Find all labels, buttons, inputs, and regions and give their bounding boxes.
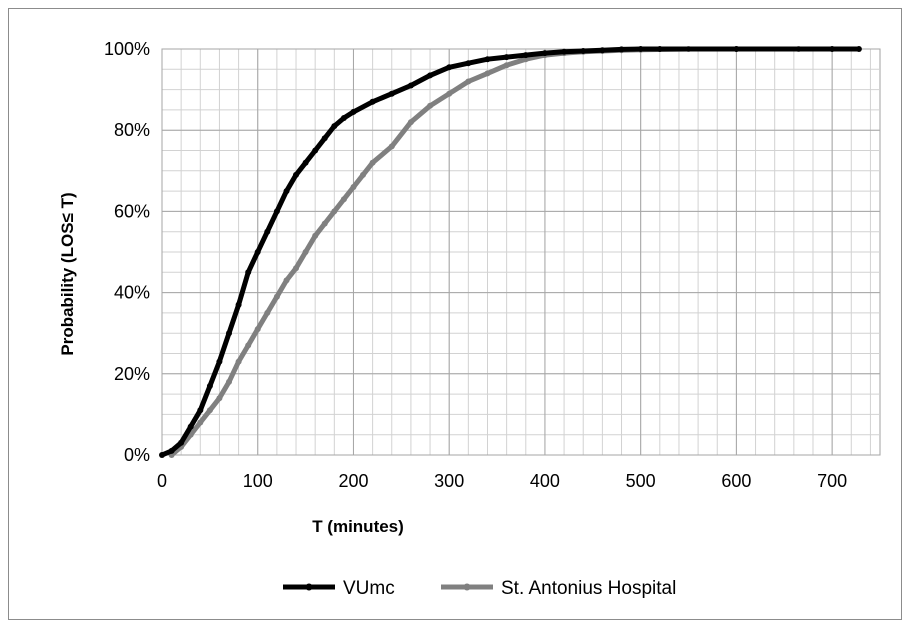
- data-point-st-antonius-hospital: [321, 220, 328, 227]
- chart-frame: 0% 20% 40% 60% 80% 100% 0 100 200 300 400 500 600 70…: [8, 8, 902, 620]
- y-tick-label: 40%: [114, 283, 150, 303]
- data-point-vumc: [302, 159, 309, 166]
- data-point-vumc: [388, 90, 395, 97]
- data-point-vumc: [293, 171, 299, 178]
- data-point-vumc: [407, 82, 414, 89]
- data-point-vumc: [503, 54, 510, 61]
- data-point-st-antonius-hospital: [226, 378, 232, 385]
- data-point-st-antonius-hospital: [235, 358, 242, 365]
- x-tick-label: 400: [530, 471, 560, 491]
- data-point-st-antonius-hospital: [484, 70, 491, 77]
- data-point-vumc: [254, 249, 261, 255]
- data-point-vumc: [522, 52, 529, 59]
- data-point-vumc: [187, 423, 194, 430]
- data-point-vumc: [216, 358, 223, 365]
- data-point-st-antonius-hospital: [350, 184, 357, 190]
- data-point-st-antonius-hospital: [312, 232, 319, 239]
- data-point-st-antonius-hospital: [340, 196, 347, 203]
- series-layer: [159, 46, 862, 458]
- legend-marker-vumc: [305, 583, 313, 591]
- data-point-st-antonius-hospital: [388, 143, 395, 150]
- data-point-st-antonius-hospital: [283, 277, 290, 284]
- y-tick-labels: 0% 20% 40% 60% 80% 100%: [104, 39, 150, 465]
- data-point-vumc: [178, 439, 185, 446]
- data-point-vumc: [541, 50, 548, 57]
- data-point-vumc: [283, 188, 290, 195]
- data-point-st-antonius-hospital: [264, 309, 271, 316]
- data-point-st-antonius-hospital: [465, 78, 472, 85]
- data-point-vumc: [561, 48, 568, 55]
- data-point-vumc: [159, 452, 165, 458]
- x-tick-label: 500: [626, 471, 656, 491]
- data-point-st-antonius-hospital: [446, 90, 453, 97]
- data-point-st-antonius-hospital: [369, 159, 376, 166]
- data-point-vumc: [321, 135, 328, 142]
- data-point-vumc: [369, 98, 376, 105]
- chart-svg: 0% 20% 40% 60% 80% 100% 0 100 200 300 400 500 600 70…: [58, 39, 881, 599]
- y-tick-label: 0%: [124, 445, 150, 465]
- data-point-vumc: [733, 46, 740, 52]
- data-point-vumc: [226, 330, 232, 337]
- series-line-vumc: [159, 46, 862, 458]
- data-point-vumc: [427, 72, 434, 79]
- data-point-vumc: [331, 123, 338, 130]
- data-point-vumc: [206, 383, 213, 389]
- data-point-vumc: [350, 108, 357, 115]
- data-point-vumc: [656, 46, 663, 52]
- data-point-vumc: [245, 269, 252, 276]
- data-point-vumc: [855, 46, 862, 52]
- data-point-vumc: [599, 47, 606, 54]
- x-tick-label: 600: [721, 471, 751, 491]
- legend-label-st-antonius-hospital: St. Antonius Hospital: [501, 578, 676, 599]
- data-point-st-antonius-hospital: [245, 342, 252, 349]
- data-point-st-antonius-hospital: [293, 265, 299, 272]
- legend: VUmc St. Antonius Hospital: [283, 578, 676, 599]
- y-tick-label: 60%: [114, 201, 150, 221]
- y-tick-label: 100%: [104, 39, 150, 59]
- data-point-vumc: [273, 208, 280, 215]
- data-point-st-antonius-hospital: [206, 407, 213, 414]
- data-point-st-antonius-hospital: [331, 208, 338, 215]
- x-tick-label: 700: [817, 471, 847, 491]
- data-point-vumc: [484, 56, 491, 63]
- data-point-st-antonius-hospital: [407, 119, 414, 126]
- y-tick-label: 20%: [114, 364, 150, 384]
- data-point-vumc: [580, 48, 587, 54]
- data-point-vumc: [168, 447, 175, 454]
- y-tick-label: 80%: [114, 120, 150, 140]
- data-point-vumc: [312, 147, 319, 154]
- data-point-vumc: [235, 301, 242, 308]
- data-point-st-antonius-hospital: [360, 171, 366, 178]
- data-point-vumc: [340, 115, 347, 121]
- legend-label-vumc: VUmc: [343, 578, 395, 599]
- data-point-st-antonius-hospital: [427, 102, 434, 109]
- data-point-vumc: [829, 46, 836, 52]
- data-point-vumc: [446, 64, 453, 71]
- data-point-st-antonius-hospital: [254, 326, 261, 333]
- data-point-st-antonius-hospital: [197, 419, 204, 426]
- x-tick-label: 0: [157, 471, 167, 491]
- data-point-st-antonius-hospital: [273, 293, 280, 300]
- grid-minor: [161, 48, 880, 456]
- x-tick-label: 200: [338, 471, 368, 491]
- x-tick-label: 100: [243, 471, 273, 491]
- data-point-vumc: [637, 46, 644, 52]
- legend-marker-st-antonius-hospital: [463, 583, 471, 591]
- y-axis-title: Probability (LOS≤ T): [58, 192, 77, 355]
- data-point-st-antonius-hospital: [503, 62, 510, 69]
- data-point-vumc: [264, 228, 271, 235]
- data-point-st-antonius-hospital: [216, 395, 223, 402]
- x-tick-label: 300: [434, 471, 464, 491]
- data-point-vumc: [618, 46, 625, 53]
- x-axis-title: T (minutes): [312, 517, 404, 536]
- x-tick-labels: 0 100 200 300 400 500 600 700: [157, 471, 847, 491]
- data-point-st-antonius-hospital: [302, 249, 309, 255]
- data-point-vumc: [465, 60, 472, 67]
- data-point-vumc: [197, 407, 204, 414]
